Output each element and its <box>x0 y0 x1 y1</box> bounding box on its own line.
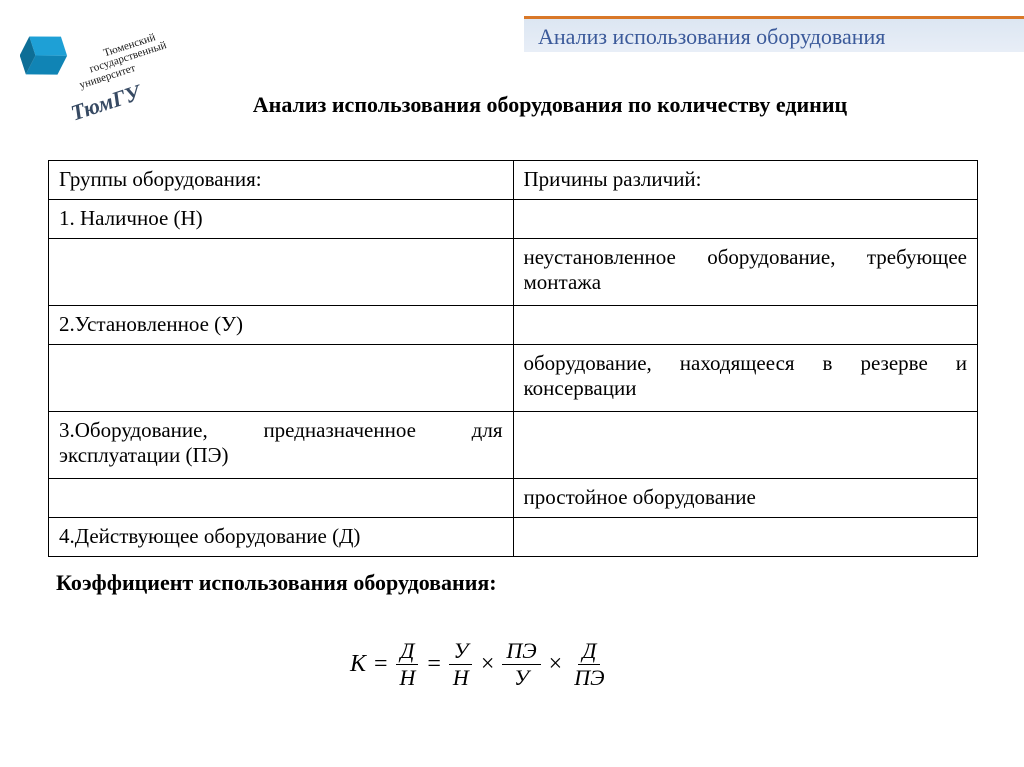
cell-reason: неустановленное оборудование, требующее … <box>513 239 978 306</box>
cell-group <box>49 345 514 412</box>
page-header-bar: Анализ использования оборудования <box>524 16 1024 52</box>
cell-reason <box>513 200 978 239</box>
fraction-num: Д <box>578 640 600 665</box>
cell-reason <box>513 518 978 557</box>
fraction-num: ПЭ <box>502 640 540 665</box>
header-title: Анализ использования оборудования <box>538 24 885 49</box>
fraction-den: ПЭ <box>570 665 608 689</box>
fraction: Д ПЭ <box>570 640 608 689</box>
fraction-num: Д <box>396 640 418 665</box>
cell-group: 4.Действующее оборудование (Д) <box>49 518 514 557</box>
cell-group: 2.Установленное (У) <box>49 306 514 345</box>
cell-reason <box>513 412 978 479</box>
table-row: простойное оборудование <box>49 479 978 518</box>
table-row: 1. Наличное (Н) <box>49 200 978 239</box>
table-row: 2.Установленное (У) <box>49 306 978 345</box>
university-logo: Тюменский государственный университет Тю… <box>20 20 210 140</box>
cell-group: 3.Оборудование, предназначенное для эксп… <box>49 412 514 479</box>
fraction-den: Н <box>395 665 419 689</box>
fraction: У Н <box>449 640 473 689</box>
multiply-sign: × <box>545 651 567 678</box>
col-header-reasons: Причины различий: <box>513 161 978 200</box>
cell-group <box>49 479 514 518</box>
equals-sign: = <box>370 651 392 678</box>
page-subtitle: Анализ использования оборудования по кол… <box>240 92 860 118</box>
fraction: Д Н <box>395 640 419 689</box>
table-row: оборудование, находящееся в резерве и ко… <box>49 345 978 412</box>
fraction-den: У <box>510 665 533 689</box>
cell-group: 1. Наличное (Н) <box>49 200 514 239</box>
equipment-groups-table: Группы оборудования: Причины различий: 1… <box>48 160 978 557</box>
table-header-row: Группы оборудования: Причины различий: <box>49 161 978 200</box>
equals-sign: = <box>423 651 445 678</box>
fraction-num: У <box>449 640 472 665</box>
cell-reason: оборудование, находящееся в резерве и ко… <box>513 345 978 412</box>
coefficient-label: Коэффициент использования оборудования: <box>56 570 497 596</box>
coefficient-formula: К = Д Н = У Н × ПЭ У × Д ПЭ <box>350 640 609 689</box>
fraction: ПЭ У <box>502 640 540 689</box>
cell-reason <box>513 306 978 345</box>
col-header-groups: Группы оборудования: <box>49 161 514 200</box>
table-row: 4.Действующее оборудование (Д) <box>49 518 978 557</box>
table-row: неустановленное оборудование, требующее … <box>49 239 978 306</box>
formula-k: К <box>350 651 366 678</box>
cell-group <box>49 239 514 306</box>
cell-reason: простойное оборудование <box>513 479 978 518</box>
multiply-sign: × <box>477 651 499 678</box>
fraction-den: Н <box>449 665 473 689</box>
table-row: 3.Оборудование, предназначенное для эксп… <box>49 412 978 479</box>
